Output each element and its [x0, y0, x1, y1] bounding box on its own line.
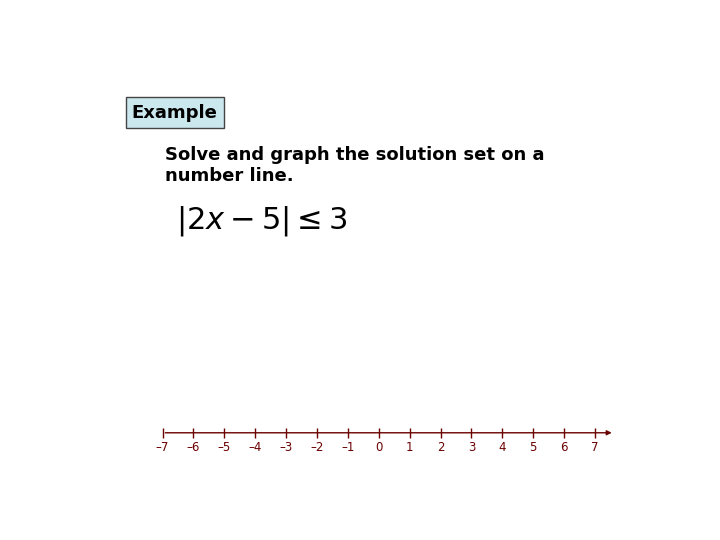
Text: –7: –7: [156, 441, 169, 454]
Text: –2: –2: [310, 441, 324, 454]
Text: number line.: number line.: [166, 167, 294, 185]
Text: –6: –6: [186, 441, 200, 454]
Text: –1: –1: [341, 441, 354, 454]
Text: 1: 1: [406, 441, 413, 454]
Text: 3: 3: [468, 441, 475, 454]
Text: 0: 0: [375, 441, 382, 454]
Text: Solve and graph the solution set on a: Solve and graph the solution set on a: [166, 146, 545, 164]
Text: Example: Example: [132, 104, 217, 122]
Text: 7: 7: [591, 441, 599, 454]
Text: 5: 5: [529, 441, 537, 454]
Text: –5: –5: [217, 441, 231, 454]
Text: –3: –3: [279, 441, 293, 454]
Text: 6: 6: [560, 441, 568, 454]
Text: –4: –4: [248, 441, 262, 454]
Text: 2: 2: [437, 441, 444, 454]
Text: 4: 4: [498, 441, 506, 454]
Text: $|2x-5|\leq 3$: $|2x-5|\leq 3$: [176, 204, 348, 238]
